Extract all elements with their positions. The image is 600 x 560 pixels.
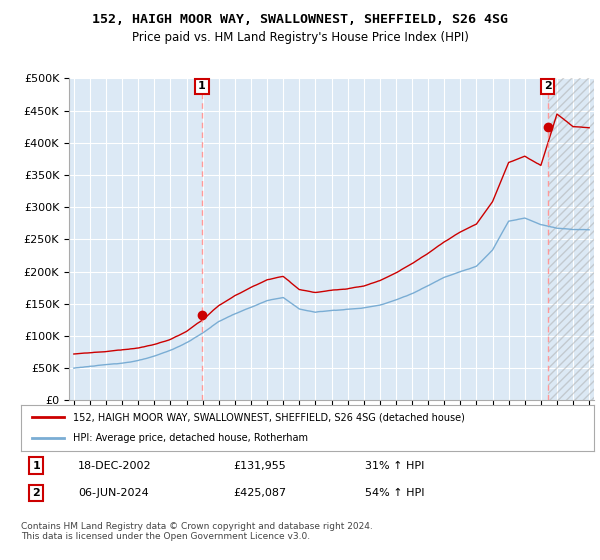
Text: £131,955: £131,955 xyxy=(233,460,286,470)
Text: 152, HAIGH MOOR WAY, SWALLOWNEST, SHEFFIELD, S26 4SG: 152, HAIGH MOOR WAY, SWALLOWNEST, SHEFFI… xyxy=(92,13,508,26)
Text: 2: 2 xyxy=(32,488,40,498)
Text: 06-JUN-2024: 06-JUN-2024 xyxy=(79,488,149,498)
Text: £425,087: £425,087 xyxy=(233,488,286,498)
Text: 54% ↑ HPI: 54% ↑ HPI xyxy=(365,488,424,498)
Text: 18-DEC-2002: 18-DEC-2002 xyxy=(79,460,152,470)
Text: Contains HM Land Registry data © Crown copyright and database right 2024.
This d: Contains HM Land Registry data © Crown c… xyxy=(21,522,373,542)
Text: 31% ↑ HPI: 31% ↑ HPI xyxy=(365,460,424,470)
Bar xyxy=(548,78,594,400)
Text: 1: 1 xyxy=(198,81,206,91)
Text: HPI: Average price, detached house, Rotherham: HPI: Average price, detached house, Roth… xyxy=(73,433,308,444)
Text: 152, HAIGH MOOR WAY, SWALLOWNEST, SHEFFIELD, S26 4SG (detached house): 152, HAIGH MOOR WAY, SWALLOWNEST, SHEFFI… xyxy=(73,412,464,422)
Bar xyxy=(548,78,594,400)
Text: Price paid vs. HM Land Registry's House Price Index (HPI): Price paid vs. HM Land Registry's House … xyxy=(131,31,469,44)
Text: 1: 1 xyxy=(32,460,40,470)
Text: 2: 2 xyxy=(544,81,551,91)
